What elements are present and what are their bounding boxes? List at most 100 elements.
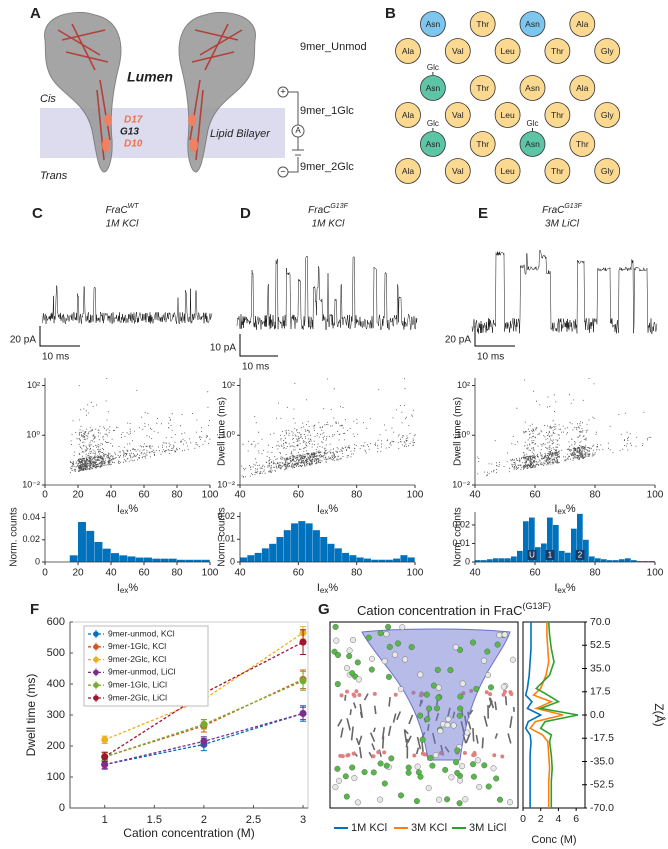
anion bbox=[426, 705, 433, 712]
residue-label: D17 bbox=[124, 115, 143, 126]
residue bbox=[395, 38, 421, 64]
lipid-head bbox=[357, 693, 362, 698]
residue bbox=[544, 38, 571, 64]
cation bbox=[333, 637, 340, 644]
x-tick-label: 40 bbox=[105, 490, 117, 501]
x-tick-label: 1.5 bbox=[147, 814, 162, 826]
residue bbox=[519, 11, 546, 37]
anion bbox=[369, 655, 376, 662]
data-point bbox=[299, 677, 307, 685]
panel-condition: 3M LiCl bbox=[545, 219, 580, 230]
cation bbox=[457, 693, 464, 700]
scatter-axes bbox=[44, 378, 210, 486]
anion bbox=[350, 637, 357, 644]
histogram-bar bbox=[327, 543, 335, 562]
x-tick-label: 60 bbox=[138, 490, 150, 501]
histogram-bar bbox=[276, 537, 284, 562]
peak-label: 2 bbox=[578, 551, 583, 560]
x-tick-label: 100 bbox=[202, 568, 219, 579]
event-cloud bbox=[69, 378, 211, 473]
anion bbox=[405, 769, 412, 776]
panel-label: E bbox=[478, 205, 488, 222]
y-axis-label: Dwell time (ms) bbox=[24, 674, 38, 757]
cation bbox=[334, 681, 341, 688]
residue-label: Asn bbox=[426, 19, 441, 29]
y-tick-label: 0 bbox=[230, 556, 235, 566]
peak-label: U bbox=[529, 551, 535, 560]
lipid-head bbox=[351, 751, 356, 756]
cation bbox=[457, 646, 464, 653]
residue-label: Thr bbox=[576, 139, 589, 149]
residue bbox=[569, 131, 596, 157]
residue bbox=[544, 158, 571, 184]
cation bbox=[413, 798, 420, 805]
histogram-bar bbox=[589, 556, 595, 562]
residue-label: Thr bbox=[551, 110, 564, 120]
x-axis-label: Iex% bbox=[117, 503, 139, 516]
panel-label: G bbox=[318, 601, 330, 618]
scale-time: 10 ms bbox=[42, 352, 69, 363]
lipid-head bbox=[345, 689, 350, 694]
lipid-head bbox=[508, 690, 513, 695]
lipid-head bbox=[345, 753, 350, 758]
y-tick-label: 0.0 bbox=[590, 709, 605, 721]
anion bbox=[470, 639, 477, 646]
histogram-bar bbox=[619, 559, 625, 562]
y-tick-label: 500 bbox=[47, 647, 65, 659]
histogram-bar bbox=[371, 559, 379, 562]
residue-label: Thr bbox=[551, 46, 564, 56]
x-axis-label: Iex% bbox=[554, 503, 576, 516]
residue-label: Val bbox=[452, 110, 464, 120]
cation bbox=[377, 796, 384, 803]
legend-label: 9mer-unmod, KCl bbox=[108, 628, 175, 638]
histogram-bar bbox=[283, 530, 291, 562]
cation bbox=[342, 773, 349, 780]
histogram-bar bbox=[240, 557, 247, 562]
anion bbox=[336, 777, 343, 784]
chart-title: Cation concentration in FraC(G13F) bbox=[357, 601, 551, 618]
y-axis-label: Norm. counts bbox=[9, 507, 20, 566]
data-point bbox=[200, 720, 208, 728]
anion bbox=[365, 634, 372, 641]
y-tick-label: 0 bbox=[59, 802, 65, 814]
data-point bbox=[299, 638, 307, 646]
cation bbox=[385, 623, 392, 630]
cation bbox=[481, 657, 488, 664]
histogram-bar bbox=[547, 517, 553, 562]
x-label-main: I bbox=[554, 503, 557, 515]
cation bbox=[488, 684, 495, 691]
legend-label: 9mer-1Glc, KCl bbox=[108, 641, 166, 651]
x-label-suffix: % bbox=[566, 503, 576, 515]
residue-label: Ala bbox=[576, 19, 589, 29]
residue bbox=[494, 38, 521, 64]
x-label-sub: ex bbox=[557, 586, 565, 595]
anion bbox=[445, 716, 452, 723]
cation bbox=[332, 623, 339, 630]
cation bbox=[485, 783, 492, 790]
data-point bbox=[299, 709, 307, 717]
x-tick-label: 60 bbox=[138, 568, 150, 579]
anion bbox=[456, 712, 463, 719]
residue bbox=[519, 75, 546, 101]
cation bbox=[397, 686, 404, 693]
title-sup: WT bbox=[128, 203, 140, 210]
y-axis-label: Dwell time (ms) bbox=[217, 397, 228, 466]
anion bbox=[392, 651, 399, 658]
residue-label: Ala bbox=[402, 166, 415, 176]
anion bbox=[448, 774, 455, 781]
panel-title: FraCG13F bbox=[542, 203, 582, 216]
residue-label: Gly bbox=[601, 46, 615, 56]
y-tick-label: -52.5 bbox=[590, 779, 614, 791]
residue-label: Val bbox=[452, 46, 464, 56]
scale-time: 10 ms bbox=[477, 352, 504, 363]
x-tick-label: 0 bbox=[42, 568, 48, 579]
histogram-bar bbox=[400, 555, 408, 562]
x-axis-label: Iex% bbox=[117, 582, 139, 595]
x-tick-label: 100 bbox=[407, 490, 424, 501]
cation bbox=[354, 799, 361, 806]
residue-label: Thr bbox=[476, 19, 489, 29]
panel-title: FraCG13F bbox=[308, 203, 348, 216]
x-label-main: I bbox=[554, 582, 557, 594]
legend-label: 1M KCl bbox=[351, 822, 387, 834]
histogram-bar bbox=[69, 555, 78, 562]
